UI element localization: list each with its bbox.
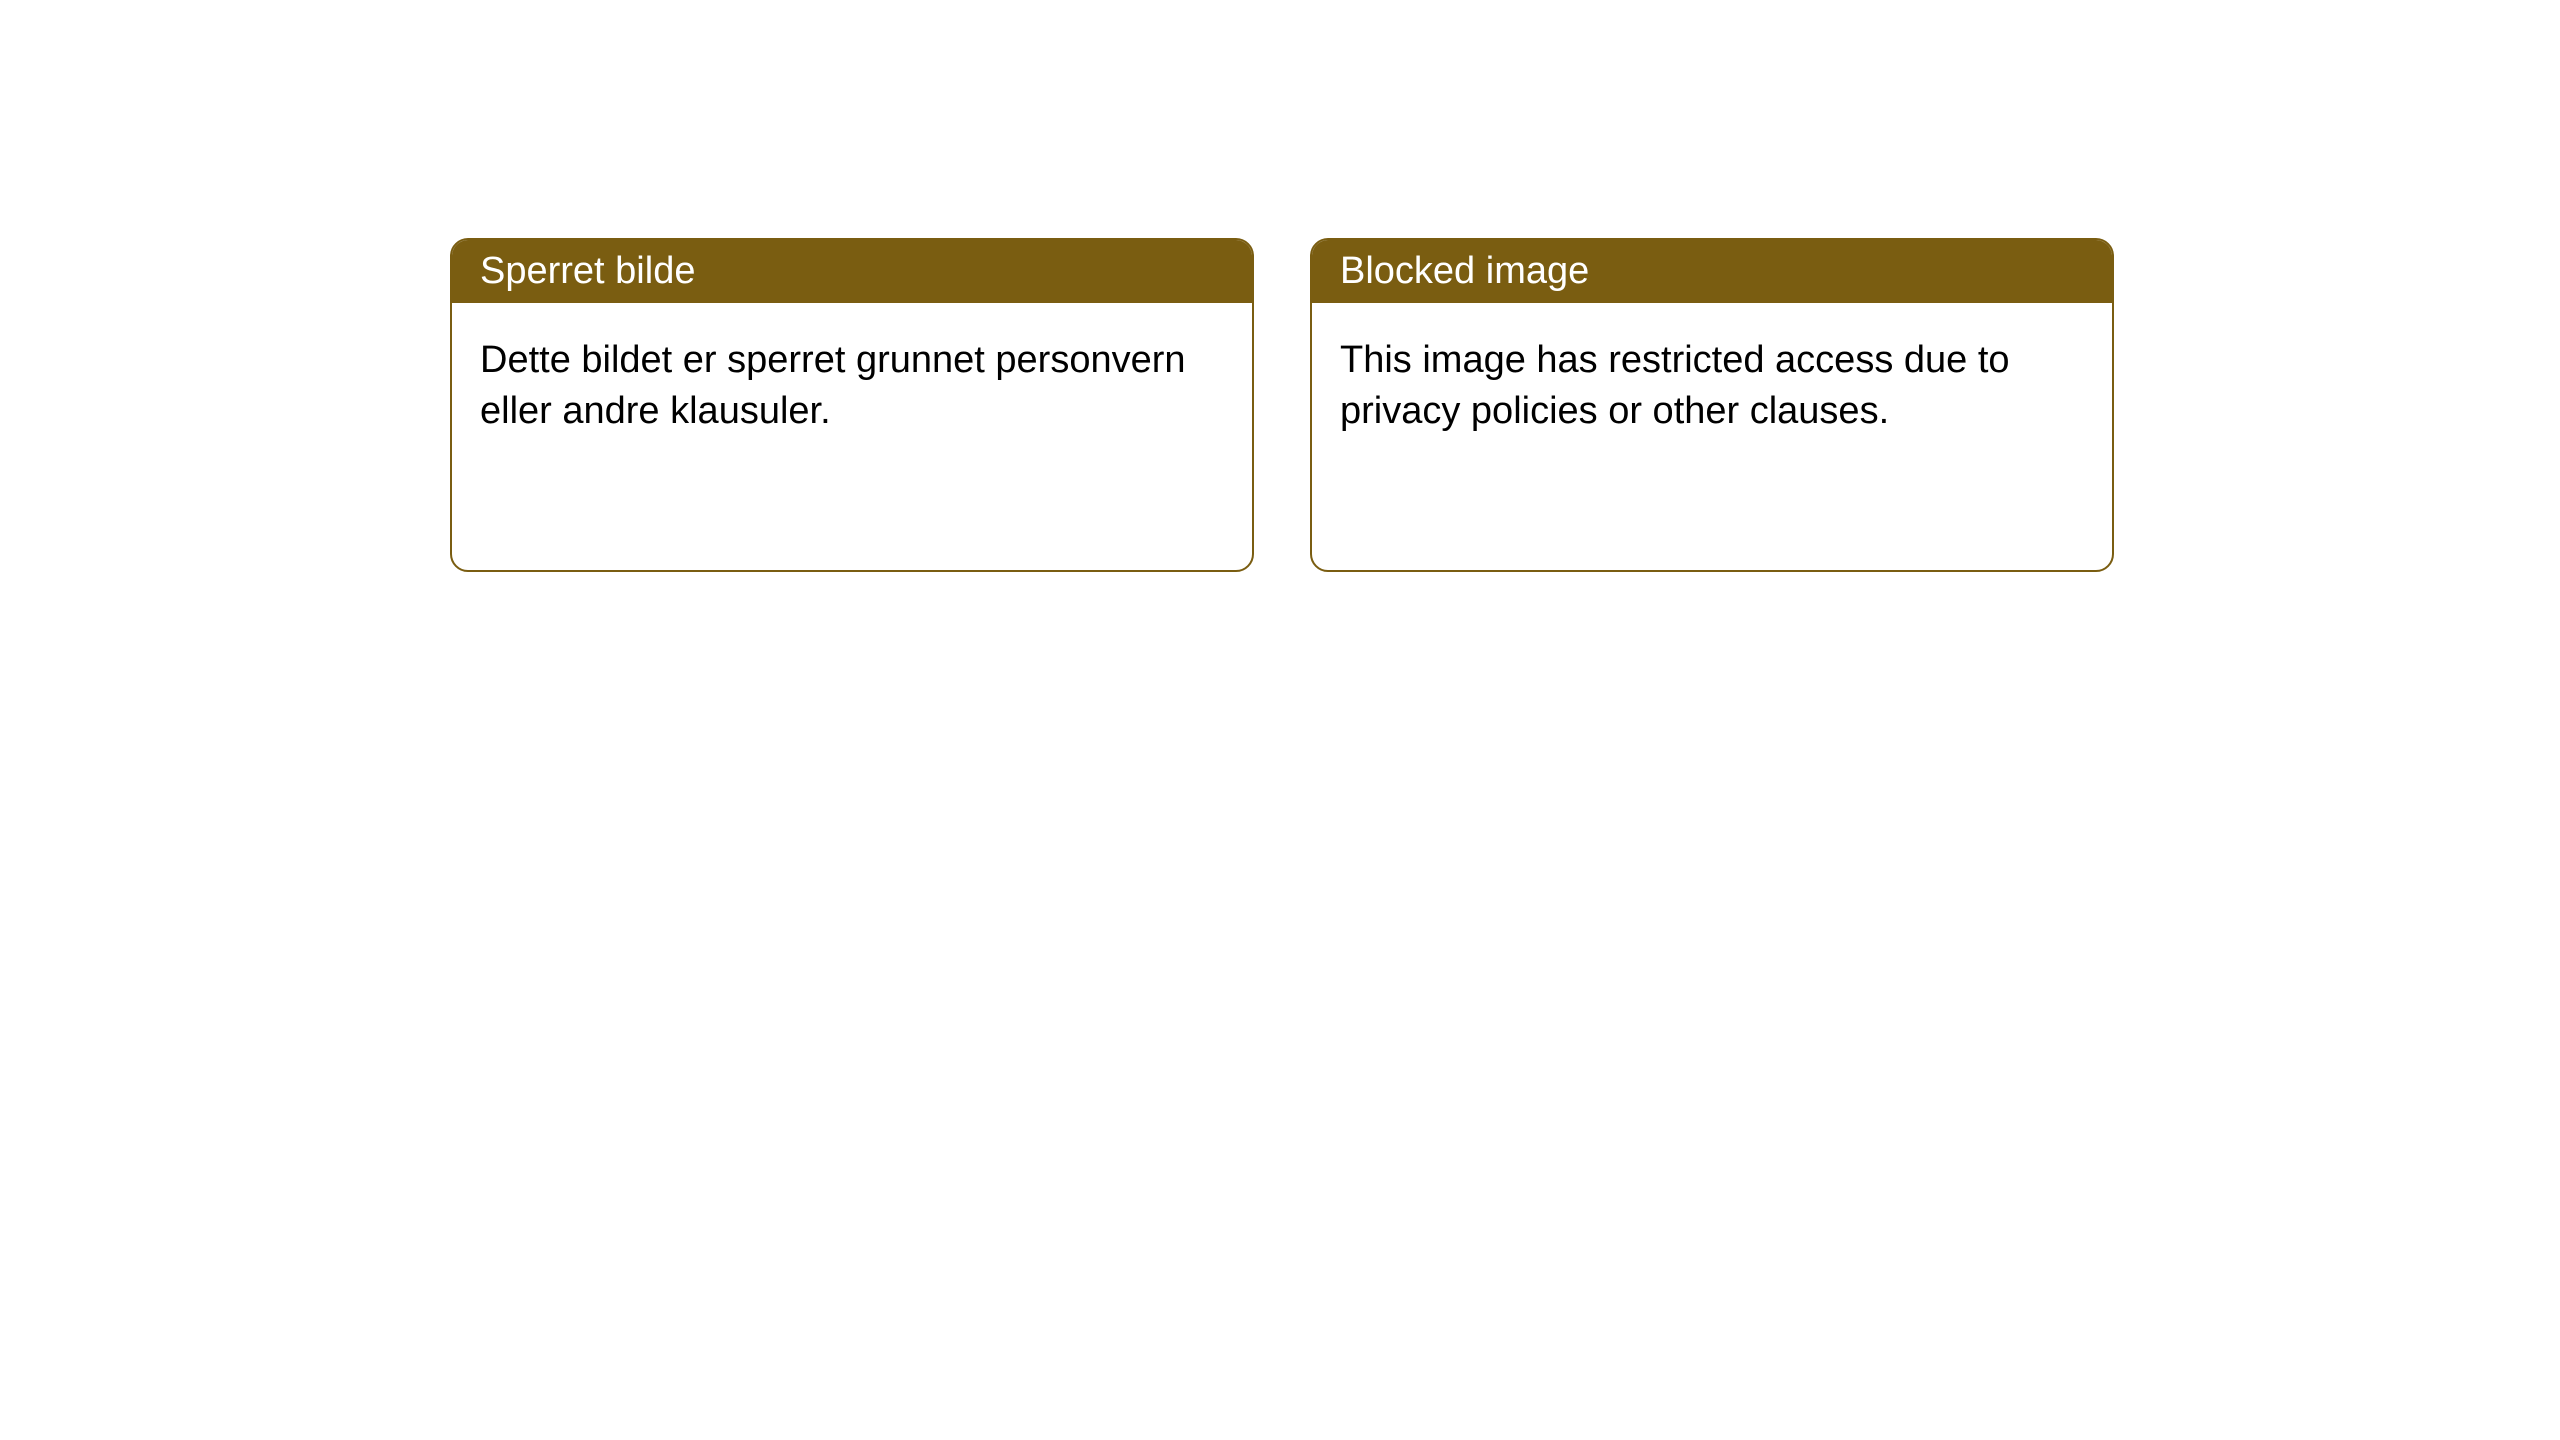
notice-text-english: This image has restricted access due to … bbox=[1340, 339, 2010, 432]
notice-card-english: Blocked image This image has restricted … bbox=[1310, 238, 2114, 572]
notice-text-norwegian: Dette bildet er sperret grunnet personve… bbox=[480, 339, 1186, 432]
notice-header-english: Blocked image bbox=[1312, 240, 2112, 303]
notice-title-norwegian: Sperret bilde bbox=[480, 250, 695, 292]
notice-title-english: Blocked image bbox=[1340, 250, 1589, 292]
notice-card-norwegian: Sperret bilde Dette bildet er sperret gr… bbox=[450, 238, 1254, 572]
notice-header-norwegian: Sperret bilde bbox=[452, 240, 1252, 303]
notice-body-norwegian: Dette bildet er sperret grunnet personve… bbox=[452, 303, 1252, 470]
notice-container: Sperret bilde Dette bildet er sperret gr… bbox=[0, 0, 2560, 572]
notice-body-english: This image has restricted access due to … bbox=[1312, 303, 2112, 470]
